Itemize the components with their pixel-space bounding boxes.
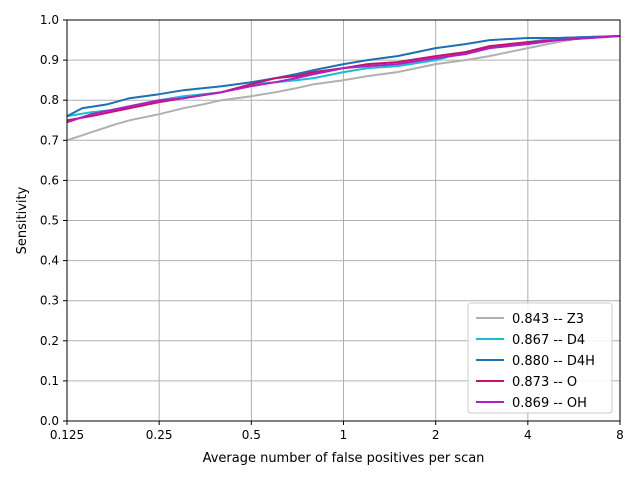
y-tick-label: 0.3 bbox=[40, 294, 59, 308]
y-axis-label: Sensitivity bbox=[15, 186, 30, 254]
x-tick-label: 4 bbox=[524, 428, 532, 442]
y-tick-label: 0.7 bbox=[40, 133, 59, 147]
y-tick-label: 0.8 bbox=[40, 93, 59, 107]
x-tick-label: 2 bbox=[432, 428, 440, 442]
series-line-4 bbox=[66, 35, 621, 124]
y-tick-label: 0.0 bbox=[40, 414, 59, 428]
legend: 0.843 -- Z3 0.867 -- D4 0.880 -- D4H 0.873 … bbox=[467, 302, 613, 414]
legend-label: 0.880 -- D4H bbox=[512, 354, 595, 369]
grid-lines bbox=[67, 20, 620, 421]
y-tick-label: 0.2 bbox=[40, 334, 59, 348]
legend-label: 0.869 -- OH bbox=[512, 396, 587, 411]
legend-label: 0.867 -- D4 bbox=[512, 333, 585, 348]
series-line-2 bbox=[66, 35, 621, 118]
series-lines bbox=[66, 35, 621, 142]
x-tick-label: 8 bbox=[616, 428, 624, 442]
y-tick-label: 1.0 bbox=[40, 13, 59, 27]
axis-ticks: 0.125 0.25 0.5 1 2 4 8 0.0 0.1 0.2 0.3 0.4 0.5 0.6 0.7… bbox=[40, 13, 624, 442]
series-line-3 bbox=[66, 35, 621, 122]
x-tick-label: 0.5 bbox=[242, 428, 261, 442]
x-tick-label: 1 bbox=[340, 428, 348, 442]
x-axis-label: Average number of false positives per sc… bbox=[203, 451, 485, 466]
legend-label: 0.843 -- Z3 bbox=[512, 312, 584, 327]
x-tick-label: 0.25 bbox=[146, 428, 173, 442]
legend-box bbox=[467, 302, 613, 414]
y-tick-label: 0.6 bbox=[40, 173, 59, 187]
series-line-0 bbox=[66, 35, 621, 142]
y-tick-label: 0.4 bbox=[40, 254, 59, 268]
y-tick-label: 0.1 bbox=[40, 374, 59, 388]
y-tick-label: 0.9 bbox=[40, 53, 59, 67]
x-tick-label: 0.125 bbox=[50, 428, 84, 442]
y-tick-label: 0.5 bbox=[40, 214, 59, 228]
legend-label: 0.873 -- O bbox=[512, 375, 577, 390]
